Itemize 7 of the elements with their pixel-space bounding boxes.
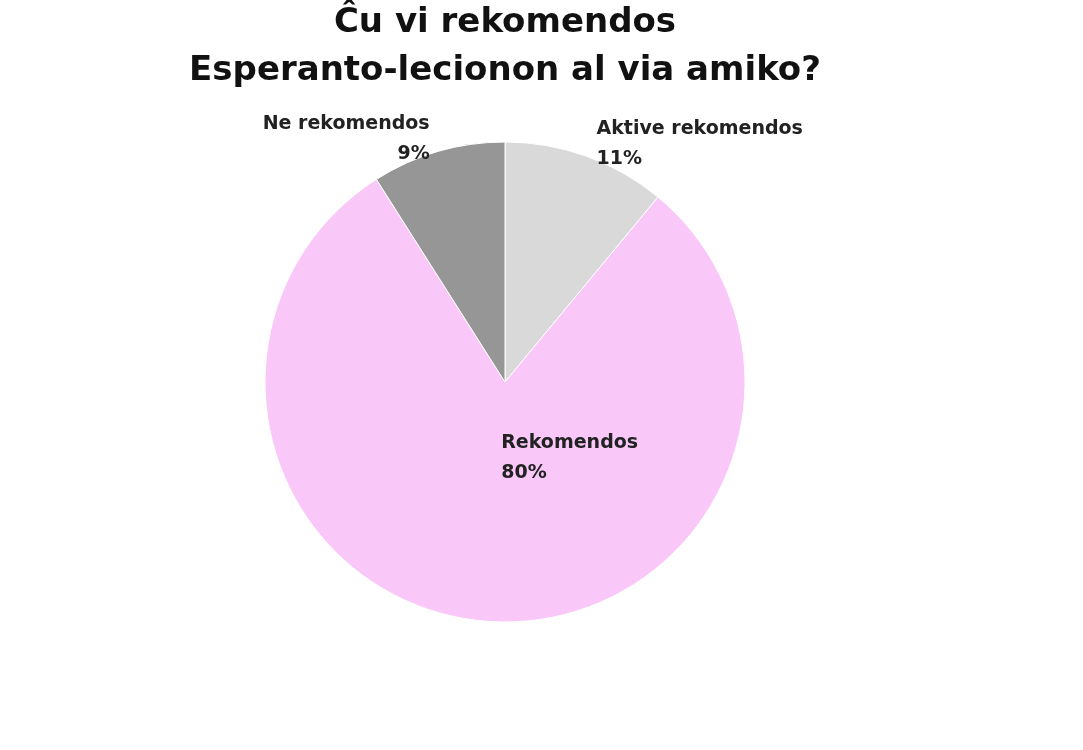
data-label: 80%: [501, 459, 547, 482]
data-label: 9%: [397, 140, 430, 163]
slice-label: Aktive rekomendos: [596, 115, 803, 138]
slice-label: Rekomendos: [501, 429, 639, 452]
data-label: 11%: [596, 145, 642, 168]
chart-title: Ĉu vi rekomendos Esperanto-lecionon al via amiko?: [189, 0, 821, 88]
slice-label: Ne rekomendos: [262, 110, 430, 133]
